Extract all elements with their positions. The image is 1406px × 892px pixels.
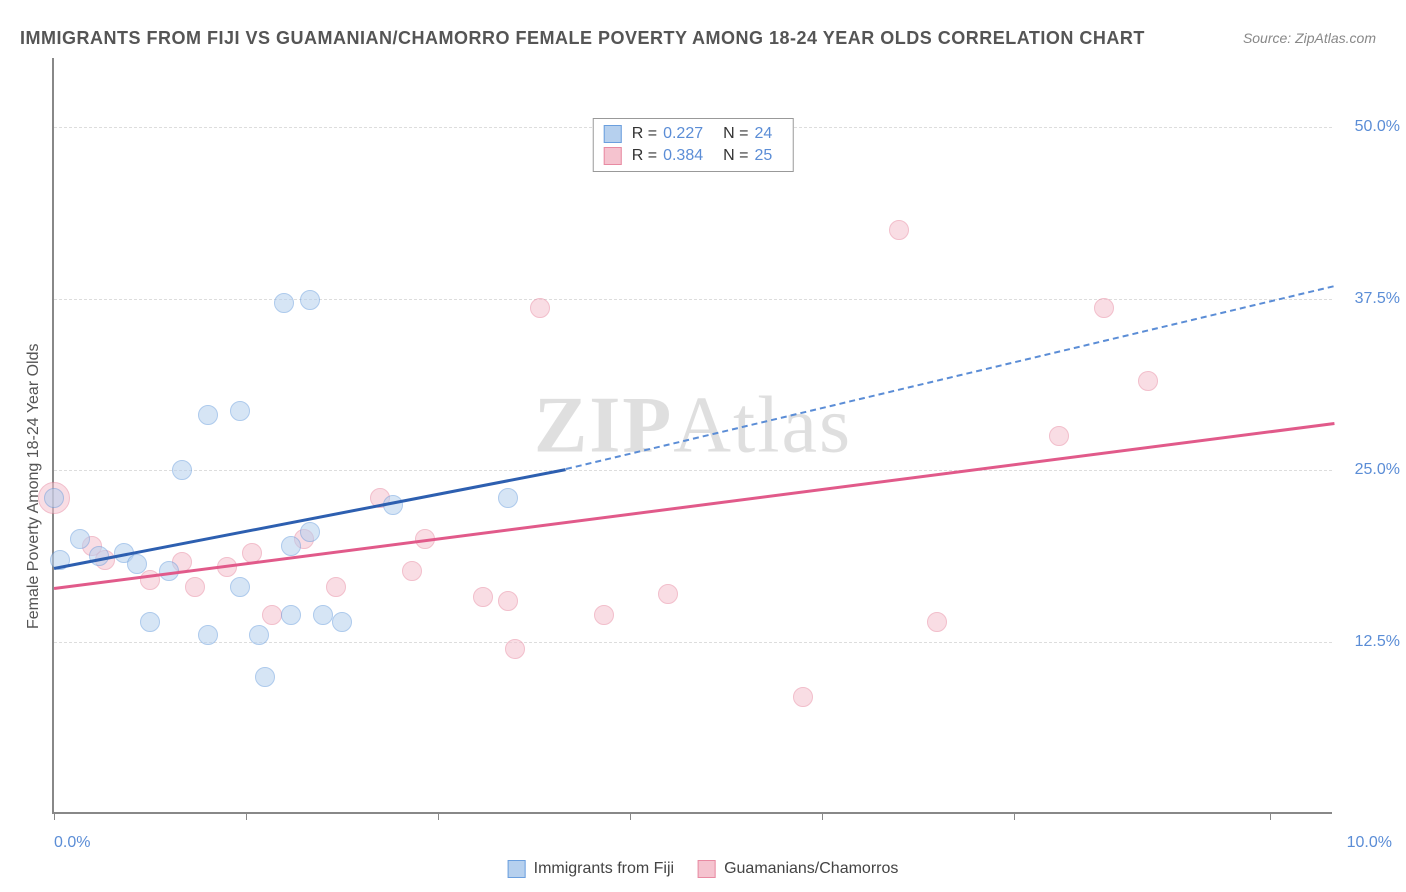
- x-axis-max-label: 10.0%: [1347, 834, 1392, 852]
- trendline: [566, 285, 1334, 470]
- scatter-point: [230, 577, 250, 597]
- scatter-point: [140, 612, 160, 632]
- legend-item-2: Guamanians/Chamorros: [698, 860, 898, 878]
- scatter-point: [127, 554, 147, 574]
- legend-swatch-1: [604, 125, 622, 143]
- plot-area: ZIPAtlas R = 0.227 N = 24 R = 0.384 N = …: [52, 58, 1332, 814]
- scatter-point: [230, 401, 250, 421]
- scatter-point: [1138, 371, 1158, 391]
- scatter-point: [326, 577, 346, 597]
- scatter-point: [402, 561, 422, 581]
- r-value-1: 0.227: [663, 125, 703, 143]
- n-value-2: 25: [754, 147, 772, 165]
- scatter-point: [281, 536, 301, 556]
- scatter-point: [498, 488, 518, 508]
- scatter-point: [89, 546, 109, 566]
- y-tick-label: 50.0%: [1355, 118, 1400, 136]
- r-label: R =: [632, 147, 657, 165]
- scatter-point: [889, 220, 909, 240]
- legend-item-1: Immigrants from Fiji: [508, 860, 674, 878]
- r-value-2: 0.384: [663, 147, 703, 165]
- x-tick: [54, 812, 55, 820]
- scatter-point: [505, 639, 525, 659]
- y-tick-label: 12.5%: [1355, 633, 1400, 651]
- scatter-point: [1049, 426, 1069, 446]
- y-tick-label: 25.0%: [1355, 461, 1400, 479]
- scatter-point: [473, 587, 493, 607]
- scatter-point: [198, 625, 218, 645]
- x-tick: [1014, 812, 1015, 820]
- legend-swatch-series-1: [508, 860, 526, 878]
- y-tick-label: 37.5%: [1355, 290, 1400, 308]
- stats-row-1: R = 0.227 N = 24: [604, 123, 783, 145]
- scatter-point: [274, 293, 294, 313]
- scatter-point: [498, 591, 518, 611]
- legend-swatch-series-2: [698, 860, 716, 878]
- scatter-point: [300, 522, 320, 542]
- gridline: [54, 299, 1332, 300]
- scatter-point: [1094, 298, 1114, 318]
- source-attribution: Source: ZipAtlas.com: [1243, 30, 1376, 46]
- scatter-point: [300, 290, 320, 310]
- legend-label-1: Immigrants from Fiji: [534, 860, 674, 878]
- x-tick: [822, 812, 823, 820]
- n-label: N =: [723, 125, 748, 143]
- scatter-point: [281, 605, 301, 625]
- scatter-point: [793, 687, 813, 707]
- scatter-point: [198, 405, 218, 425]
- watermark-light: Atlas: [673, 381, 852, 469]
- watermark: ZIPAtlas: [534, 380, 852, 471]
- scatter-point: [255, 667, 275, 687]
- legend-label-2: Guamanians/Chamorros: [724, 860, 898, 878]
- scatter-point: [530, 298, 550, 318]
- scatter-point: [658, 584, 678, 604]
- scatter-point: [185, 577, 205, 597]
- gridline: [54, 642, 1332, 643]
- watermark-bold: ZIP: [534, 381, 673, 469]
- gridline: [54, 470, 1332, 471]
- scatter-point: [249, 625, 269, 645]
- x-tick: [1270, 812, 1271, 820]
- scatter-point: [927, 612, 947, 632]
- x-tick: [630, 812, 631, 820]
- stats-row-2: R = 0.384 N = 25: [604, 145, 783, 167]
- stats-legend: R = 0.227 N = 24 R = 0.384 N = 25: [593, 118, 794, 172]
- y-axis-label: Female Poverty Among 18-24 Year Olds: [25, 344, 43, 630]
- r-label: R =: [632, 125, 657, 143]
- scatter-point: [70, 529, 90, 549]
- scatter-point: [44, 488, 64, 508]
- chart-title: IMMIGRANTS FROM FIJI VS GUAMANIAN/CHAMOR…: [20, 28, 1145, 49]
- scatter-point: [262, 605, 282, 625]
- x-axis-min-label: 0.0%: [54, 834, 90, 852]
- x-tick: [438, 812, 439, 820]
- scatter-point: [594, 605, 614, 625]
- chart-container: IMMIGRANTS FROM FIJI VS GUAMANIAN/CHAMOR…: [0, 0, 1406, 892]
- trendline: [54, 422, 1334, 589]
- legend-swatch-2: [604, 147, 622, 165]
- x-tick: [246, 812, 247, 820]
- scatter-point: [172, 460, 192, 480]
- n-label: N =: [723, 147, 748, 165]
- scatter-point: [313, 605, 333, 625]
- n-value-1: 24: [754, 125, 772, 143]
- scatter-point: [332, 612, 352, 632]
- series-legend: Immigrants from Fiji Guamanians/Chamorro…: [508, 860, 899, 878]
